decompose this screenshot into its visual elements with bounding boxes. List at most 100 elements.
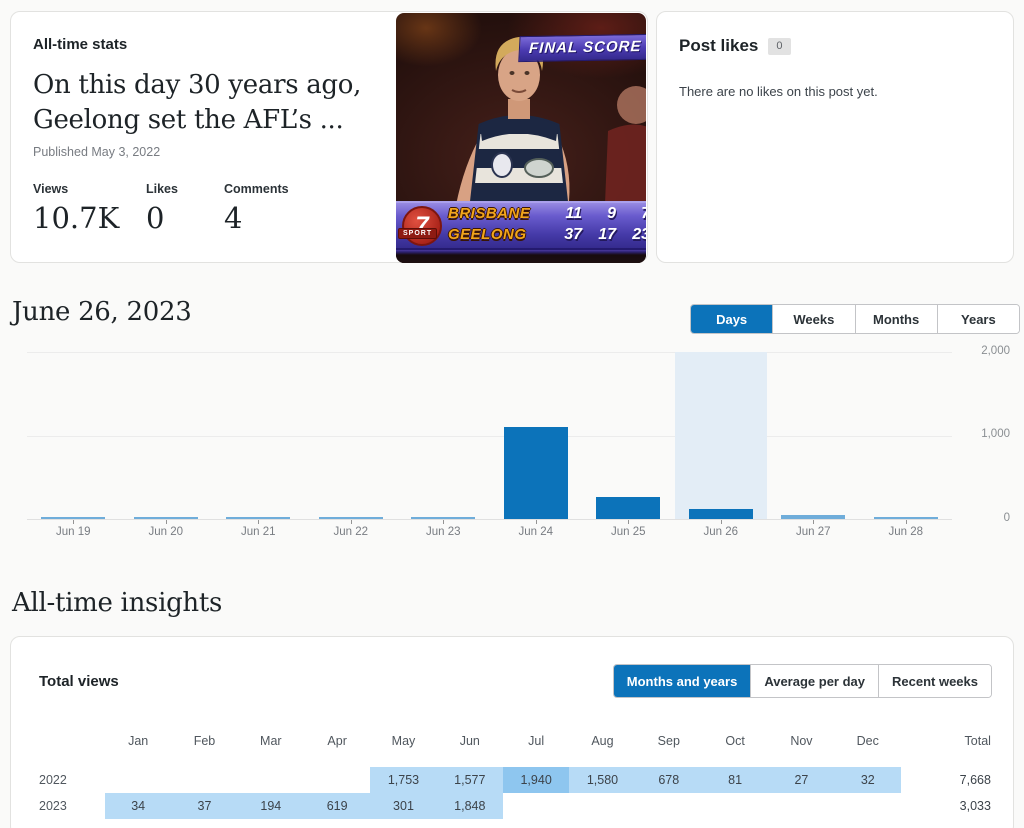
x-axis-label: Jun 26: [703, 526, 739, 538]
views-cell: [105, 767, 171, 793]
views-cell: 34: [105, 793, 172, 819]
y-axis-label: 1,000: [981, 428, 1010, 440]
month-column-header: Aug: [591, 734, 614, 748]
month-column-header: Mar: [260, 734, 282, 748]
post-stat-row: Views 10.7K Likes 0 Comments 4: [33, 182, 391, 235]
stat-value: 4: [224, 201, 243, 235]
axis-tick: [720, 520, 722, 524]
scoreboard-rows: BRISBANE 11 97 GEELONG 37 17 23: [448, 205, 646, 246]
insights-view-tabs: Months and years Average per day Recent we…: [612, 664, 992, 698]
views-cell: 81: [701, 767, 769, 793]
views-cell: 619: [303, 793, 371, 819]
scoreboard-row: BRISBANE 11 97: [448, 205, 646, 225]
stat-value: 0: [146, 201, 165, 235]
views-cell: 27: [768, 767, 835, 793]
chart-bar[interactable]: [873, 516, 938, 519]
chart-bar[interactable]: [318, 517, 383, 519]
month-column-header: May: [391, 734, 416, 748]
published-date: Published May 3, 2022: [33, 145, 161, 159]
axis-tick: [73, 520, 75, 524]
month-column-header: Jul: [528, 734, 545, 748]
y-axis-label: 0: [1003, 512, 1010, 524]
views-cell: 37: [171, 793, 238, 819]
axis-tick: [813, 520, 815, 524]
axis-tick: [443, 520, 445, 524]
score-value: 11: [565, 205, 582, 222]
axis-tick: [350, 520, 352, 524]
chart-bar[interactable]: [41, 517, 106, 519]
stat-comments: Comments 4: [224, 182, 337, 235]
sport-logo-text: SPORT: [398, 227, 438, 239]
post-video-thumbnail[interactable]: FINAL SCORE 7 SPORT BRISBANE1197GEELONG3…: [396, 13, 646, 263]
tab-months-and-years[interactable]: Months and years: [613, 665, 751, 697]
views-cell: 1,940: [502, 767, 570, 793]
views-cell: [768, 793, 834, 819]
chart-bar[interactable]: [688, 508, 753, 519]
views-cell: 301: [370, 793, 437, 819]
year-row-label: 2023: [39, 799, 67, 813]
team-name: GEELONG: [448, 226, 527, 243]
tab-months[interactable]: Months: [854, 305, 937, 333]
x-axis-label: Jun 24: [518, 526, 554, 538]
chart-bar[interactable]: [781, 515, 846, 519]
score-value: 37: [564, 226, 582, 243]
stat-label: Views: [33, 182, 69, 196]
x-axis-label: Jun 20: [148, 526, 184, 538]
views-cell: [702, 793, 768, 819]
post-title: On this day 30 years ago, Geelong set th…: [33, 70, 362, 135]
channel-seven-sport-logo: 7 SPORT: [396, 204, 448, 248]
total-views-title: Total views: [39, 673, 119, 690]
views-cell: 32: [834, 767, 901, 793]
views-cell: 678: [635, 767, 702, 793]
views-cell: 1,577: [436, 767, 503, 793]
tab-weeks[interactable]: Weeks: [772, 305, 855, 333]
gridline: [27, 352, 952, 353]
score-value: 9: [607, 205, 616, 222]
views-cell: 194: [237, 793, 304, 819]
axis-tick: [258, 520, 260, 524]
chart-bar[interactable]: [133, 516, 198, 519]
year-row-label: 2022: [39, 773, 67, 787]
gridline: [27, 519, 952, 520]
table-header-row: Jan Feb Mar Apr May Jun Jul Aug Sep Oct Nov Dec Tota…: [39, 729, 991, 753]
post-likes-card: Post likes 0 There are no likes on this …: [656, 11, 1014, 263]
all-time-insights-heading: All-time insights: [12, 588, 223, 618]
score-value: 17: [598, 226, 616, 243]
post-likes-header: Post likes 0: [679, 36, 991, 56]
views-cell: 1,580: [569, 767, 636, 793]
tab-recent-weeks[interactable]: Recent weeks: [878, 665, 991, 697]
views-cell: [304, 767, 370, 793]
x-axis-label: Jun 19: [55, 526, 91, 538]
selected-day-highlight: [674, 352, 767, 519]
axis-tick: [628, 520, 630, 524]
no-likes-message: There are no likes on this post yet.: [679, 84, 878, 99]
month-column-header: Sep: [657, 734, 680, 748]
channel-seven-icon: 7: [402, 205, 442, 246]
stat-label: Comments: [224, 182, 289, 196]
chart-bar[interactable]: [503, 427, 568, 519]
score-value: 7: [616, 205, 646, 223]
axis-tick: [905, 520, 907, 524]
chart-bar[interactable]: [596, 497, 661, 519]
month-column-header: Jun: [459, 734, 480, 748]
all-time-stats-card: All-time stats On this day 30 years ago,…: [10, 11, 648, 263]
selected-date-heading: June 26, 2023: [12, 297, 192, 327]
chart-bar[interactable]: [226, 517, 291, 519]
stat-value: 10.7K: [33, 201, 120, 235]
post-likes-title: Post likes: [679, 36, 759, 55]
views-cell: 1,848: [436, 793, 503, 819]
likes-count-badge: 0: [768, 37, 791, 55]
tab-average-per-day[interactable]: Average per day: [750, 665, 878, 697]
month-column-header: Jan: [128, 734, 149, 748]
chart-bar[interactable]: [411, 517, 476, 519]
tab-days[interactable]: Days: [691, 305, 773, 333]
period-tabs: Days Weeks Months Years: [690, 304, 1020, 334]
tab-years[interactable]: Years: [936, 305, 1019, 333]
views-cell: [503, 793, 569, 819]
team-name: BRISBANE: [448, 205, 531, 222]
month-column-header: Oct: [725, 734, 745, 748]
gridline: [27, 435, 952, 437]
axis-tick: [165, 520, 167, 524]
chart-plot-area: [0, 352, 1024, 520]
